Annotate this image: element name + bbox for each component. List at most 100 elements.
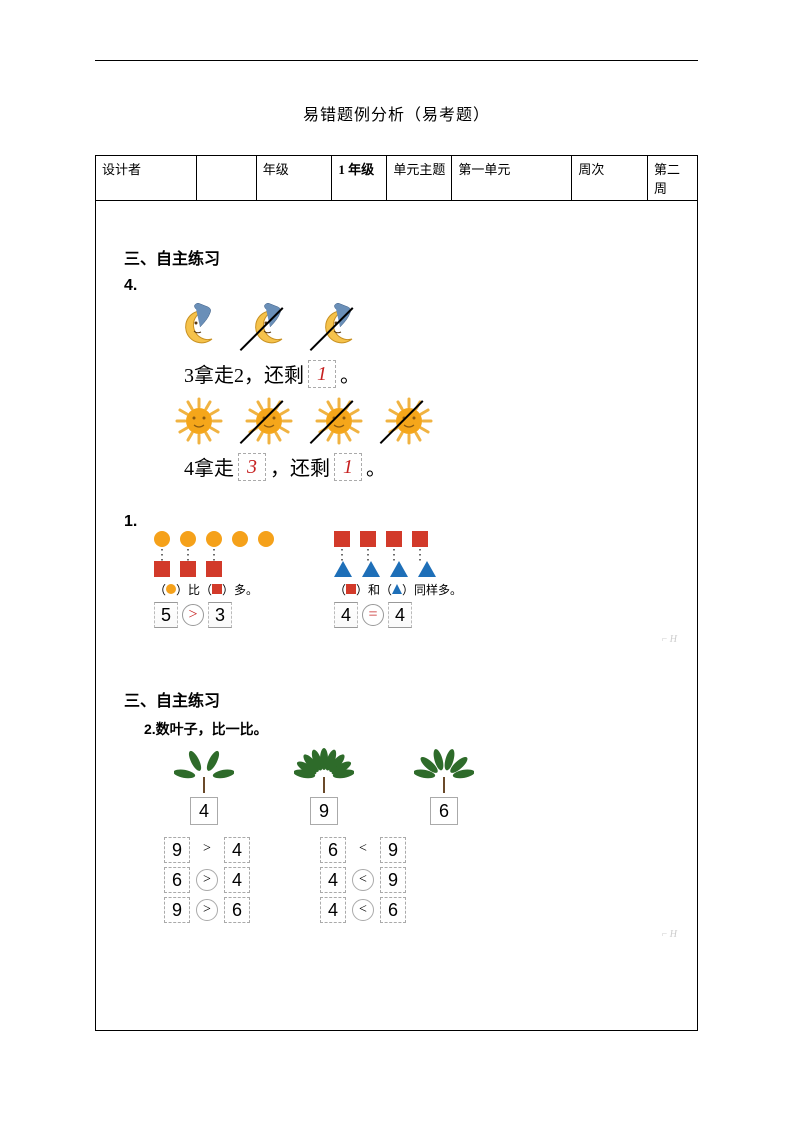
num-box[interactable]: 9	[164, 837, 190, 863]
circle-icon	[154, 531, 170, 547]
compare-row: 6 > 4	[164, 867, 250, 893]
leaf-count-box[interactable]: 9	[310, 797, 338, 825]
content-area: 三、自主练习 4. 3拿走2，还剩1。 4拿走3，还剩1。 1.	[95, 201, 698, 1031]
top-rule	[95, 60, 698, 61]
designer-value	[196, 156, 256, 201]
answer-box[interactable]: 3	[238, 453, 266, 481]
unit-value: 第一单元	[452, 156, 572, 201]
exercise-1-panel: 三、自主练习 4. 3拿走2，还剩1。 4拿走3，还剩1。	[106, 231, 687, 489]
grade-value: 1 年级	[332, 156, 387, 201]
icon-row	[174, 303, 679, 353]
num-box: 4	[388, 602, 412, 628]
exercise-3-subtitle: 2.数叶子，比一比。	[144, 719, 679, 739]
sun-item	[384, 396, 434, 446]
op-box[interactable]: <	[352, 839, 374, 861]
compare-sentence: （）和（）同样多。	[334, 581, 462, 598]
triangle-icon	[418, 561, 436, 577]
num-box[interactable]: 4	[224, 837, 250, 863]
strike-icon	[314, 303, 364, 353]
triangle-icon	[334, 561, 352, 577]
leaf-column: 9	[294, 747, 354, 829]
square-icon	[360, 531, 376, 547]
number-compare: 5 > 3	[154, 602, 274, 628]
op-circle[interactable]: =	[362, 604, 384, 626]
leaf-count-box[interactable]: 6	[430, 797, 458, 825]
exercise-1-heading: 三、自主练习	[124, 245, 679, 269]
sun-icon	[174, 396, 224, 446]
leaf-icon	[414, 747, 474, 793]
op-box[interactable]: >	[196, 839, 218, 861]
designer-label: 设计者	[96, 156, 197, 201]
square-icon	[386, 531, 402, 547]
answer-box[interactable]: 1	[308, 360, 336, 388]
exercise-2-qnum: 1.	[124, 513, 679, 531]
op-box[interactable]: >	[196, 899, 218, 921]
moon-item	[174, 303, 224, 353]
leaf-column: 6	[414, 747, 474, 829]
num-box: 4	[334, 602, 358, 628]
moon-item	[244, 303, 294, 353]
answer-box[interactable]: 1	[334, 453, 362, 481]
num-box[interactable]: 9	[164, 897, 190, 923]
num-box[interactable]: 6	[164, 867, 190, 893]
header-table: 设计者 年级 1 年级 单元主题 第一单元 周次 第二周	[95, 155, 698, 201]
leaf-count-box[interactable]: 4	[190, 797, 218, 825]
compare-column: 6 < 9 4 < 9 4 < 6	[320, 837, 406, 923]
icon-row	[174, 396, 679, 446]
exercise-3-panel: 三、自主练习 2.数叶子，比一比。 4 9 6 9 > 4 6 > 4 9 > …	[106, 673, 687, 948]
week-value: 第二周	[648, 156, 698, 201]
grade-label: 年级	[256, 156, 332, 201]
watermark-icon: ⌐H	[114, 929, 679, 940]
num-box: 3	[208, 602, 232, 628]
square-icon	[206, 561, 222, 577]
exercise-1-qnum: 4.	[124, 277, 679, 295]
num-box[interactable]: 9	[380, 867, 406, 893]
compare-row: 4 < 6	[320, 897, 406, 923]
strike-icon	[244, 303, 294, 353]
compare-column-left: （）比（）多。 5 > 3	[154, 531, 274, 628]
strike-icon	[314, 396, 364, 446]
moon-item	[314, 303, 364, 353]
triangle-icon	[390, 561, 408, 577]
num-box[interactable]: 4	[320, 867, 346, 893]
triangle-icon	[362, 561, 380, 577]
watermark-icon: ⌐H	[114, 634, 679, 645]
square-icon	[412, 531, 428, 547]
op-box[interactable]: <	[352, 869, 374, 891]
compare-row: 4 < 9	[320, 867, 406, 893]
compare-row: 9 > 4	[164, 837, 250, 863]
circle-icon	[258, 531, 274, 547]
week-label: 周次	[572, 156, 648, 201]
leaf-column: 4	[174, 747, 234, 829]
op-box[interactable]: <	[352, 899, 374, 921]
op-box[interactable]: >	[196, 869, 218, 891]
number-compare: 4 = 4	[334, 602, 462, 628]
exercise-2-panel: 1. （）比（）多。 5 > 3 （）和（）同样多。 4 = 4 ⌐H	[106, 509, 687, 653]
num-box[interactable]: 9	[380, 837, 406, 863]
compare-row: 9 > 6	[164, 897, 250, 923]
square-icon	[180, 561, 196, 577]
num-box[interactable]: 6	[320, 837, 346, 863]
unit-label: 单元主题	[387, 156, 452, 201]
page-title: 易错题例分析（易考题）	[95, 101, 698, 125]
square-icon	[334, 531, 350, 547]
square-icon	[154, 561, 170, 577]
compare-row: 6 < 9	[320, 837, 406, 863]
strike-icon	[244, 396, 294, 446]
num-box[interactable]: 6	[380, 897, 406, 923]
num-box[interactable]: 4	[320, 897, 346, 923]
op-circle[interactable]: >	[182, 604, 204, 626]
leaf-icon	[294, 747, 354, 793]
sun-item	[244, 396, 294, 446]
leaf-icon	[174, 747, 234, 793]
compare-column: 9 > 4 6 > 4 9 > 6	[164, 837, 250, 923]
sun-item	[174, 396, 224, 446]
compare-column-right: （）和（）同样多。 4 = 4	[334, 531, 462, 628]
num-box[interactable]: 6	[224, 897, 250, 923]
num-box[interactable]: 4	[224, 867, 250, 893]
circle-icon	[180, 531, 196, 547]
circle-icon	[232, 531, 248, 547]
num-box: 5	[154, 602, 178, 628]
compare-sentence: （）比（）多。	[154, 581, 274, 598]
circle-icon	[206, 531, 222, 547]
